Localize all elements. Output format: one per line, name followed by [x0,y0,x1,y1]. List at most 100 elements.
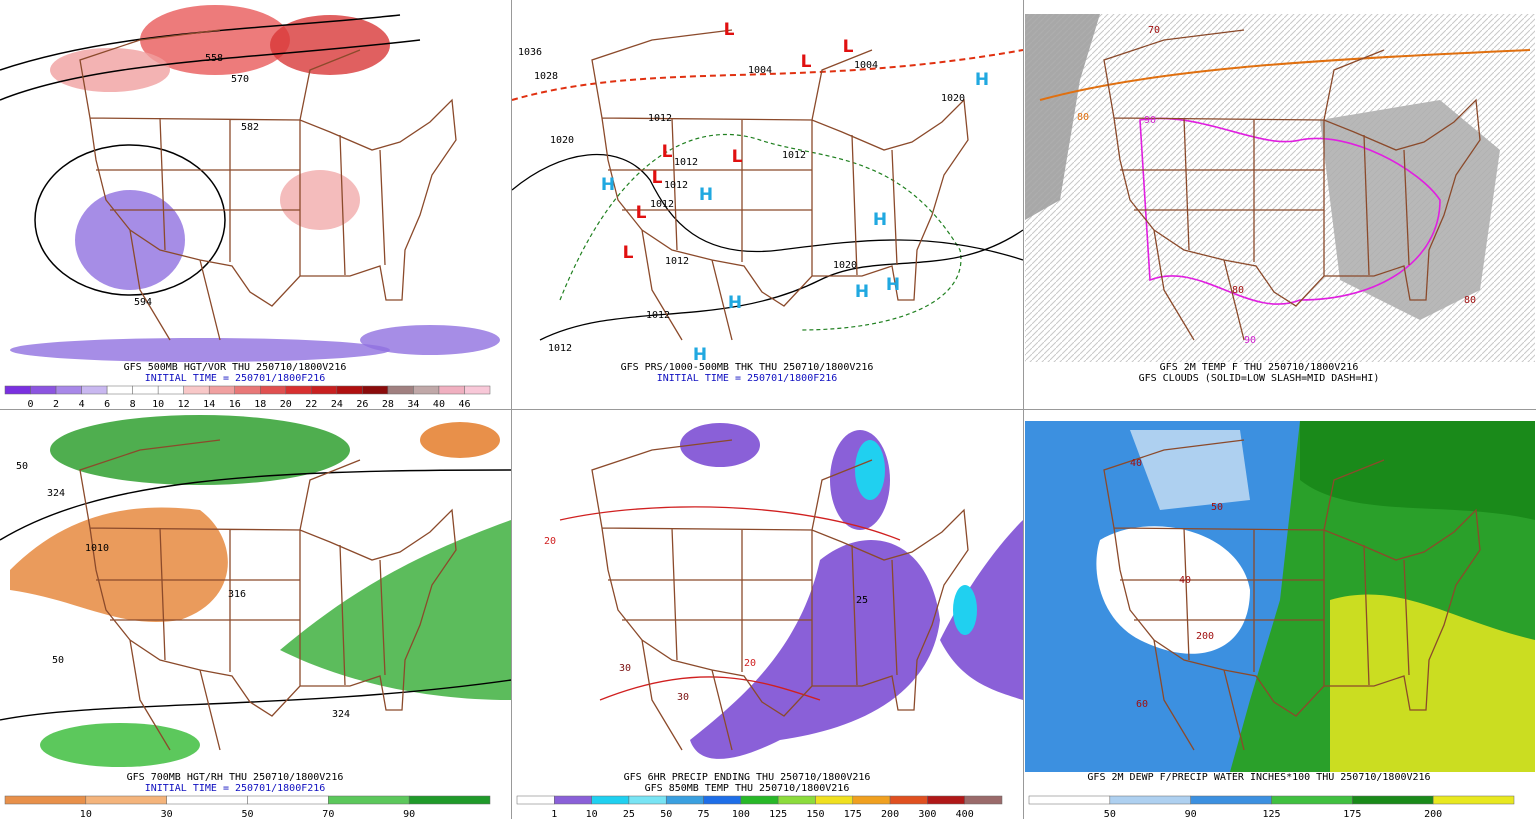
colorbar-label: 50 [241,809,253,819]
pressure-center: L [843,37,854,57]
colorbar-swatch [30,385,57,395]
colorbar-label: 125 [1262,809,1280,819]
contour-label: 324 [332,709,350,720]
panel-title: GFS 6HR PRECIP ENDING THU 250710/1800V21… [624,772,871,783]
colorbar-label: 50 [1104,809,1116,819]
contour-label: 30 [677,692,689,703]
contour-label: 316 [228,589,246,600]
contour-label: 1020 [833,260,857,271]
map-dewpoint [1025,421,1535,772]
colorbar-swatch [362,385,389,395]
colorbar-label: 300 [918,809,936,819]
colorbar-label: 70 [322,809,334,819]
contour-label: 80 [1232,285,1244,296]
colorbar-label: 34 [407,399,419,410]
colorbar-label: 200 [1424,809,1442,819]
colorbar-swatch [1190,795,1272,805]
colorbar-label: 175 [844,809,862,819]
colorbar-label: 0 [28,399,34,410]
panel-title: GFS 2M TEMP F THU 250710/1800V216 [1160,362,1359,373]
contour-label: 1012 [548,343,572,354]
contour-label: 70 [1148,25,1160,36]
contour-label: 1012 [664,180,688,191]
colorbar-label: 200 [881,809,899,819]
panel-title: INITIAL TIME = 250701/1800F216 [145,373,326,384]
panel-title: GFS 500MB HGT/VOR THU 250710/1800V216 [124,362,347,373]
pressure-center: H [728,293,742,313]
contour-label: 90 [1244,335,1256,346]
colorbar-label: 26 [356,399,368,410]
contour-label: 1004 [748,65,772,76]
colorbar-swatch [964,795,1003,805]
colorbar-swatch [703,795,742,805]
colorbar-label: 22 [305,399,317,410]
colorbar-label: 12 [178,399,190,410]
colorbar-swatch [1028,795,1111,805]
colorbar-label: 125 [769,809,787,819]
colorbar-swatch [1271,795,1353,805]
colorbar-swatch [1432,795,1515,805]
colorbar-swatch [132,385,159,395]
pressure-center: H [975,70,989,90]
colorbar-swatch [311,385,338,395]
colorbar-swatch [157,385,184,395]
contour-label: 1012 [646,310,670,321]
contour-label: 582 [241,122,259,133]
colorbar-label: 25 [623,809,635,819]
map-500mb [0,5,500,362]
contour-label: 25 [856,595,868,606]
colorbar-swatch [208,385,235,395]
colorbar-swatch [106,385,133,395]
panel-title: GFS PRS/1000-500MB THK THU 250710/1800V2… [621,362,874,373]
contour-label: 60 [1136,699,1148,710]
colorbar-swatch [438,385,465,395]
colorbar-label: 90 [403,809,415,819]
contour-label: 1004 [854,60,878,71]
colorbar-label: 175 [1343,809,1361,819]
colorbar-swatch [85,795,167,805]
panel-title: GFS 850MB TEMP THU 250710/1800V216 [645,783,850,794]
contour-label: 324 [47,488,65,499]
colorbar-label: 18 [254,399,266,410]
contour-label: 1028 [534,71,558,82]
contour-label: 1012 [648,113,672,124]
colorbar-label: 10 [586,809,598,819]
colorbar-swatch [777,795,816,805]
colorbar-label: 46 [458,399,470,410]
colorbar-swatch [413,385,440,395]
map-surface-pressure [511,29,1024,341]
contour-label: 20 [544,536,556,547]
pressure-center: H [886,275,900,295]
colorbar-label: 30 [161,809,173,819]
colorbar-swatch [740,795,779,805]
pressure-center: L [636,203,647,223]
contour-label: 20 [744,658,756,669]
contour-label: 1036 [518,47,542,58]
pressure-center: L [732,147,743,167]
colorbar-swatch [889,795,928,805]
colorbar-swatch [183,385,210,395]
colorbar-label: 10 [152,399,164,410]
contour-label: 50 [1211,502,1223,513]
contour-label: 30 [619,663,631,674]
colorbar-label: 75 [698,809,710,819]
contour-label: 570 [231,74,249,85]
colorbar-label: 20 [280,399,292,410]
colorbar-swatch [628,795,667,805]
map-precip [559,423,1023,759]
contour-label: 80 [1077,112,1089,123]
pressure-center: H [693,345,707,365]
contour-label: 558 [205,53,223,64]
pressure-center: L [662,142,673,162]
pressure-center: H [873,210,887,230]
colorbar-label: 14 [203,399,215,410]
colorbar-label: 2 [53,399,59,410]
colorbar-swatch [1352,795,1434,805]
colorbar-swatch [852,795,891,805]
colorbar-swatch [247,795,329,805]
contour-label: 40 [1179,575,1191,586]
colorbar-label: 1 [551,809,557,819]
panel-title: GFS 700MB HGT/RH THU 250710/1800V216 [127,772,344,783]
contour-label: 200 [1196,631,1214,642]
